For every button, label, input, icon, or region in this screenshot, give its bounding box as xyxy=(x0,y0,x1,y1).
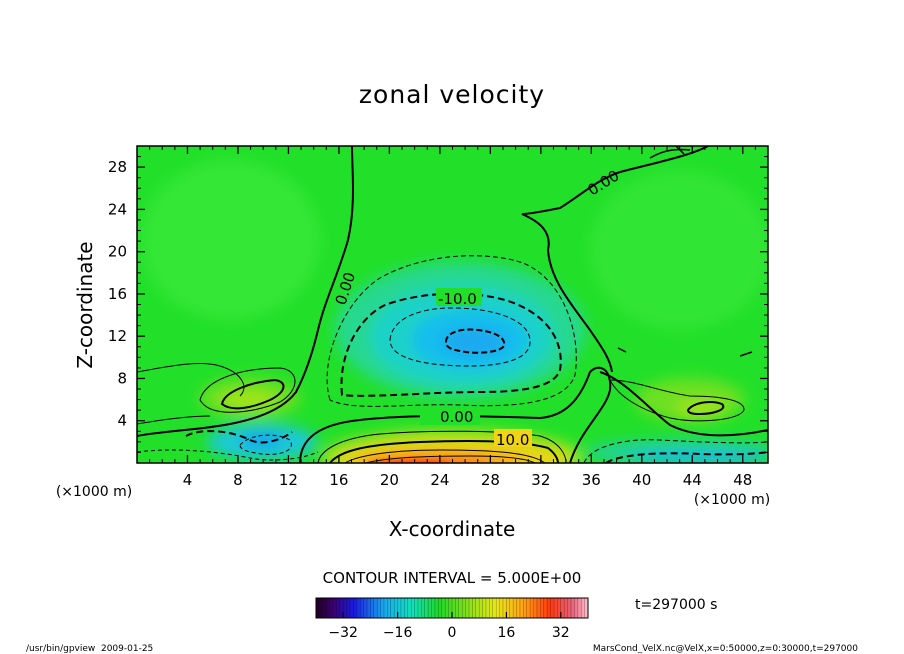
x-tick-label: 16 xyxy=(329,471,348,489)
x-tick-label: 40 xyxy=(632,471,651,489)
contour-left-thin-2 xyxy=(137,415,211,425)
x-tick-label: 20 xyxy=(380,471,399,489)
x-axis-label: X-coordinate xyxy=(389,517,516,541)
chart-title: zonal velocity xyxy=(359,80,545,109)
y-tick-label: 20 xyxy=(108,243,127,261)
contour-label: -10.0 xyxy=(438,290,477,308)
field-negative-lowright-core xyxy=(630,452,768,463)
contour-positive-5 xyxy=(317,430,567,463)
y-tick-label: 16 xyxy=(108,285,127,303)
contour-negative-lowright xyxy=(583,439,768,463)
contour-negative-lowright-2 xyxy=(605,451,768,463)
y-tick-label: 4 xyxy=(117,412,127,430)
contour-positive-right xyxy=(686,401,725,416)
field-negative-center xyxy=(442,328,506,356)
y-tick-label: 12 xyxy=(108,327,127,345)
x-unit-label: (×1000 m) xyxy=(694,492,770,508)
y-axis-label: Z-coordinate xyxy=(73,241,97,368)
colorbar: −32 −16 0 16 32 xyxy=(315,597,589,641)
plot-area: 0.00 -10.0 10.0 0.00 0.00 xyxy=(137,146,768,463)
time-label: t=297000 s xyxy=(635,597,717,613)
contour-zero-left xyxy=(137,146,354,437)
footer-right: MarsCond_VelX.nc@VelX,x=0:50000,z=0:3000… xyxy=(593,644,858,654)
contour-negative-lowleft-2 xyxy=(239,434,292,455)
contour-label: 10.0 xyxy=(496,431,529,449)
x-tick-label: 24 xyxy=(430,471,449,489)
x-tick-label: 36 xyxy=(582,471,601,489)
contour-zero-rightlobe xyxy=(599,371,768,437)
contour-negative-5 xyxy=(326,255,577,407)
x-axis: 4 8 12 16 20 24 28 32 36 40 44 48 xyxy=(149,146,756,489)
colorbar-tick-label: −32 xyxy=(328,625,358,641)
contour-positive-left-outer xyxy=(199,367,296,413)
z-unit-label: (×1000 m) xyxy=(56,484,132,500)
contour-label: 0.00 xyxy=(440,408,473,426)
field-positive-right xyxy=(635,378,745,422)
x-tick-label: 8 xyxy=(233,471,243,489)
y-axis: 4 8 12 16 20 24 28 xyxy=(108,156,768,453)
contour-zero-lower xyxy=(299,366,612,463)
field-light-region xyxy=(590,170,768,330)
field-positive-peak xyxy=(375,461,445,463)
x-tick-label: 12 xyxy=(279,471,298,489)
contour-negative-15 xyxy=(389,307,531,367)
x-tick-label: 28 xyxy=(481,471,500,489)
colorbar-tick-label: 32 xyxy=(552,625,570,641)
colorbar-tick-label: −16 xyxy=(383,625,413,641)
contour-positive-left xyxy=(220,378,285,410)
contour-negative-lowleft-3 xyxy=(137,449,319,461)
contour-positive-20 xyxy=(364,455,536,463)
y-tick-label: 24 xyxy=(108,200,127,218)
colorbar-tick-label: 0 xyxy=(448,625,457,641)
x-tick-label: 48 xyxy=(733,471,752,489)
field-light-region xyxy=(140,160,320,320)
x-tick-label: 44 xyxy=(683,471,702,489)
contour-positive-right-outer xyxy=(609,379,745,422)
contour-negative-10 xyxy=(340,292,562,397)
y-tick-label: 8 xyxy=(117,369,127,387)
contour-left-thin xyxy=(137,363,245,397)
contour-positive-10 xyxy=(329,439,559,463)
x-tick-label: 4 xyxy=(183,471,193,489)
field-negative-lowleft-core xyxy=(240,432,284,448)
contour-zero-right xyxy=(521,146,709,373)
contour-negative-20 xyxy=(444,328,506,354)
contour-negative-lowleft xyxy=(185,430,293,444)
y-tick-label: 28 xyxy=(108,158,127,176)
contour-positive-15 xyxy=(344,449,546,463)
footer-left: /usr/bin/gpview 2009-01-25 xyxy=(26,644,153,654)
contour-interval: CONTOUR INTERVAL = 5.000E+00 xyxy=(323,569,582,587)
x-tick-label: 32 xyxy=(531,471,550,489)
colorbar-tick-label: 16 xyxy=(497,625,515,641)
